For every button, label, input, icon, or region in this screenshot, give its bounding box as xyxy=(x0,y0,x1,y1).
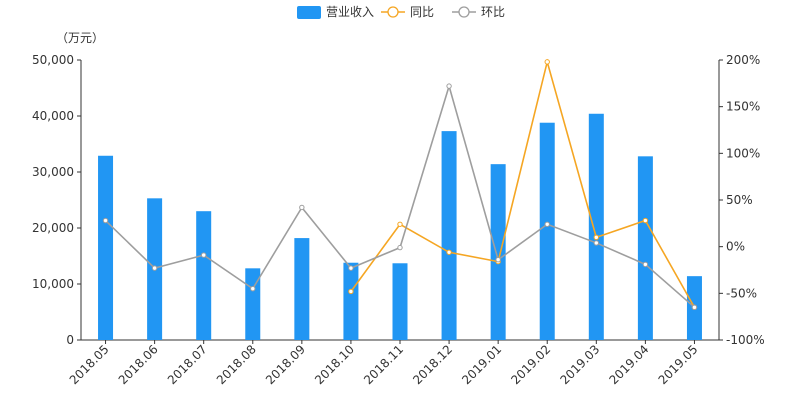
y-right-tick-label: 0% xyxy=(726,240,745,254)
x-tick-label: 2018.10 xyxy=(312,342,357,387)
y-left-tick-label: 0 xyxy=(66,333,74,347)
bar-营业收入 xyxy=(588,113,604,340)
y-right-tick-label: -50% xyxy=(726,286,757,300)
point-环比 xyxy=(348,265,354,271)
x-tick-label: 2018.07 xyxy=(165,342,210,387)
x-tick-label: 2019.05 xyxy=(656,342,701,387)
point-同比 xyxy=(642,217,649,224)
legend-label: 同比 xyxy=(410,5,434,19)
point-同比 xyxy=(593,234,600,241)
x-tick-label: 2018.05 xyxy=(67,342,112,387)
point-环比 xyxy=(446,83,452,89)
line-series xyxy=(102,58,698,311)
x-tick-label: 2019.02 xyxy=(508,342,553,387)
point-环比 xyxy=(151,265,158,271)
y-axis-unit-label: （万元） xyxy=(56,31,104,45)
x-tick-label: 2018.09 xyxy=(263,342,308,387)
point-环比 xyxy=(397,244,403,251)
bar-营业收入 xyxy=(392,263,408,340)
point-环比 xyxy=(691,304,698,311)
legend-swatch-marker xyxy=(387,6,399,18)
y-left-tick-label: 20,000 xyxy=(32,221,74,235)
bar-营业收入 xyxy=(637,156,653,340)
y-left-tick-label: 30,000 xyxy=(32,165,74,179)
y-right-tick-label: -100% xyxy=(726,333,765,347)
x-tick-label: 2019.04 xyxy=(607,342,652,387)
point-同比 xyxy=(446,249,452,255)
point-同比 xyxy=(397,221,403,227)
point-同比 xyxy=(544,59,550,65)
point-环比 xyxy=(495,257,501,263)
point-环比 xyxy=(299,204,305,211)
bar-series xyxy=(98,113,702,340)
bar-营业收入 xyxy=(294,238,310,340)
point-环比 xyxy=(544,221,550,227)
bar-营业收入 xyxy=(490,164,506,340)
bar-营业收入 xyxy=(441,131,457,340)
point-环比 xyxy=(102,217,109,224)
legend-swatch-marker xyxy=(458,6,470,18)
bar-营业收入 xyxy=(196,211,212,340)
point-环比 xyxy=(593,240,600,246)
point-环比 xyxy=(200,252,207,258)
y-right-tick-label: 100% xyxy=(726,146,760,160)
point-环比 xyxy=(642,261,649,268)
bar-营业收入 xyxy=(343,262,359,340)
point-同比 xyxy=(348,288,354,295)
y-left-tick-label: 10,000 xyxy=(32,277,74,291)
x-tick-label: 2019.01 xyxy=(459,342,504,387)
y-right-tick-label: 200% xyxy=(726,53,760,67)
bar-营业收入 xyxy=(98,155,114,340)
x-tick-label: 2018.12 xyxy=(410,342,455,387)
y-right-tick-label: 150% xyxy=(726,100,760,114)
legend-swatch-bar xyxy=(297,6,321,19)
x-tick-label: 2018.11 xyxy=(361,342,406,387)
y-right-tick-label: 50% xyxy=(726,193,753,207)
legend-label: 营业收入 xyxy=(326,5,374,19)
line-同比 xyxy=(350,58,696,308)
x-tick-label: 2018.08 xyxy=(214,342,259,387)
x-tick-label: 2018.06 xyxy=(116,342,161,387)
legend-label: 环比 xyxy=(481,5,505,19)
point-环比 xyxy=(250,285,256,292)
legend: 营业收入 同比 环比 xyxy=(297,5,505,19)
y-left-tick-label: 40,000 xyxy=(32,109,74,123)
x-tick-label: 2019.03 xyxy=(557,342,602,387)
bar-营业收入 xyxy=(539,122,555,340)
y-left-tick-label: 50,000 xyxy=(32,53,74,67)
